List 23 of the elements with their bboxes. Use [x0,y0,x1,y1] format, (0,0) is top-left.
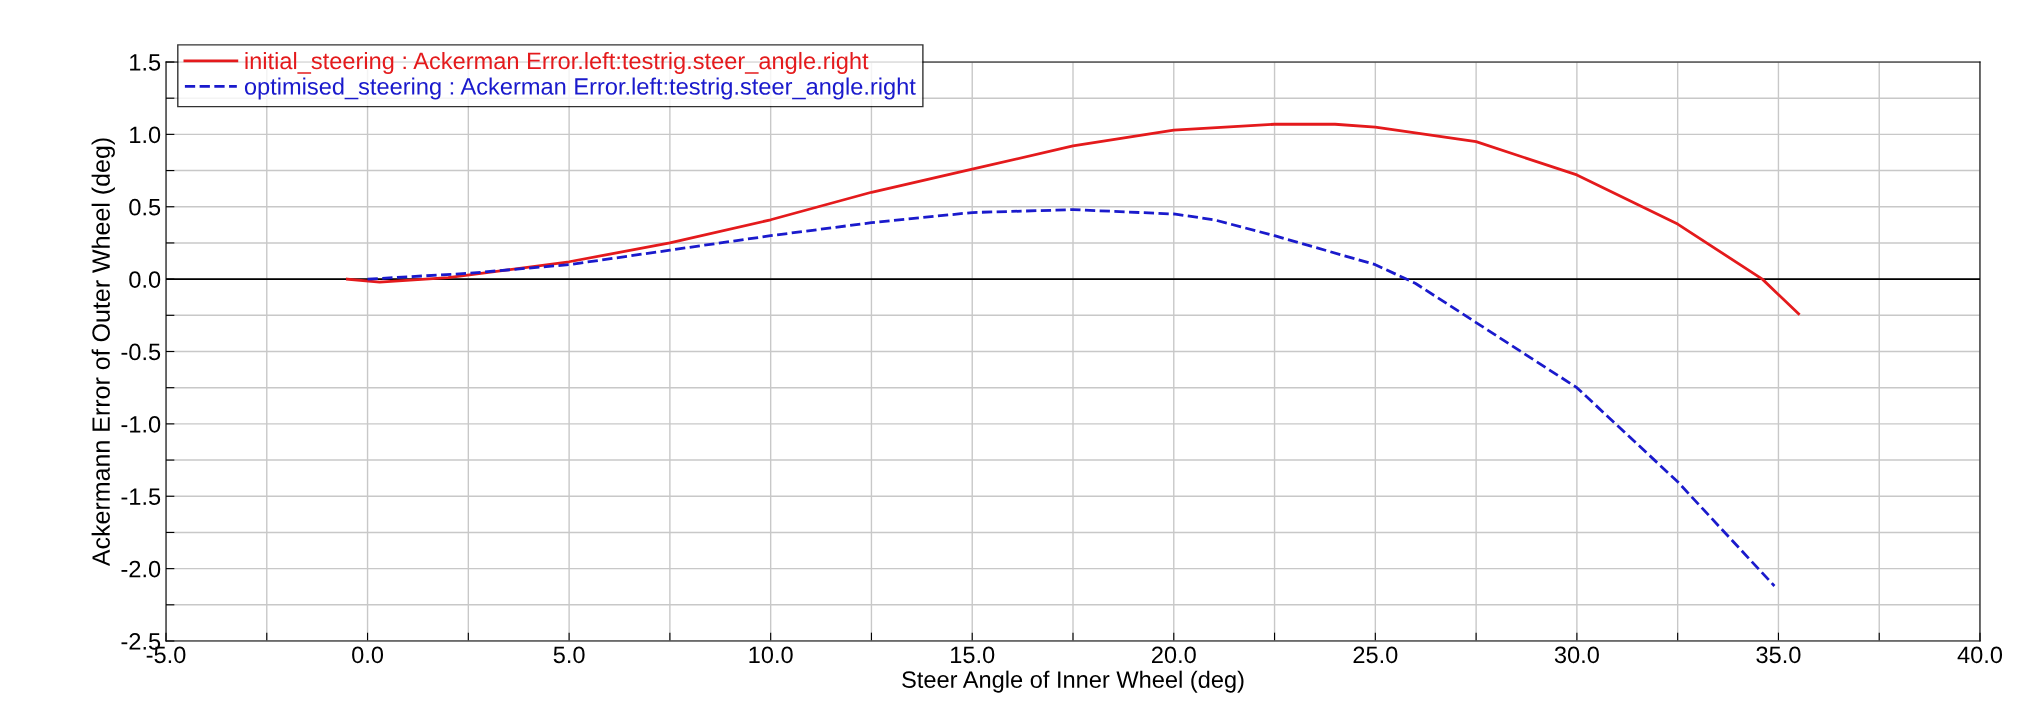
y-axis-title: Ackermann Error of Outer Wheel (deg) [91,138,115,567]
y-tick-label: -0.5 [121,343,161,361]
line-series [346,122,1800,316]
x-tick-label: 20.0 [1151,646,1196,664]
legend-label: optimised_steering : Ackerman Error.left:testrig.steer_angle.right [244,77,916,100]
x-tick-label: 40.0 [1957,646,2003,664]
legend-label: initial_steering : Ackerman Error.left:testrig.steer_angle.right [245,51,869,74]
y-tick-label: -1.5 [121,488,161,506]
x-tick-label: 25.0 [1353,646,1398,664]
y-tick-label: -2.0 [121,560,161,578]
x-axis-title: Steer Angle of Inner Wheel (deg) [902,670,1244,693]
x-tick-label: 5.0 [553,646,585,664]
y-tick-label: -1.0 [121,415,161,433]
x-tick-label: 30.0 [1554,646,1599,664]
y-tick-label: 0.0 [129,271,161,288]
y-tick-label: 1.5 [130,54,161,71]
x-tick-label: 15.0 [951,646,995,664]
x-tick-label: 35.0 [1756,646,1801,664]
x-tick-label: 0.0 [352,646,384,664]
y-tick-label: 0.5 [129,198,161,216]
y-tick-label: 1.0 [130,126,161,144]
line-series [366,208,1776,588]
x-tick-label: 10.0 [749,646,793,664]
